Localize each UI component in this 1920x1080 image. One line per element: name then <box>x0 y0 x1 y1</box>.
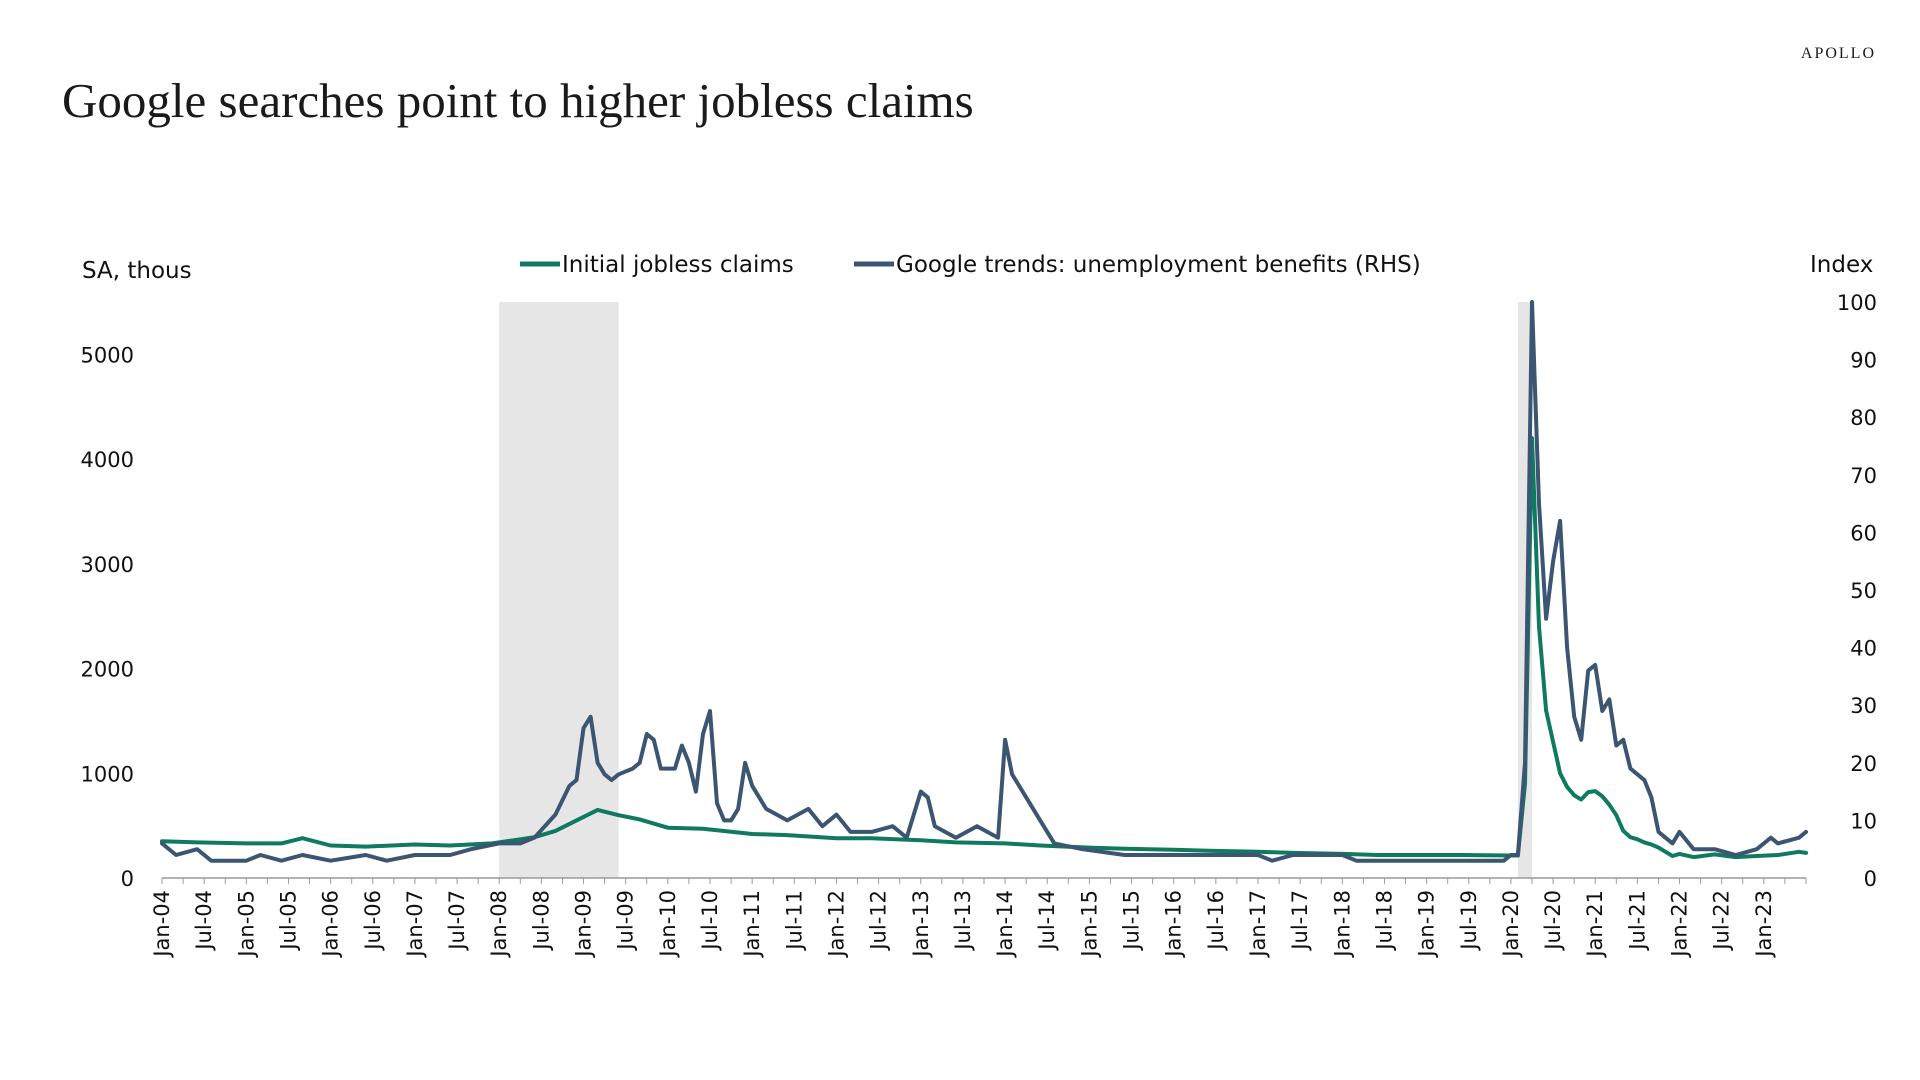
left-tick-label: 0 <box>121 867 134 891</box>
x-tick-label: Jan-12 <box>824 890 848 959</box>
chart-title: Google searches point to higher jobless … <box>62 73 974 128</box>
x-tick-label: Jan-11 <box>740 890 764 959</box>
x-tick-label: Jul-20 <box>1541 890 1565 952</box>
x-tick-label: Jul-08 <box>529 890 553 952</box>
x-tick-label: Jul-05 <box>276 890 300 952</box>
x-tick-label: Jul-16 <box>1204 890 1228 952</box>
x-tick-label: Jul-13 <box>951 890 975 952</box>
x-tick-label: Jan-09 <box>572 890 596 959</box>
x-tick-label: Jan-08 <box>487 890 511 959</box>
recession-band-0 <box>499 302 619 878</box>
x-tick-label: Jul-11 <box>782 890 806 952</box>
x-tick-label: Jan-22 <box>1668 890 1692 959</box>
recession-shading <box>499 302 1532 878</box>
left-tick-label: 4000 <box>81 448 134 472</box>
right-tick-label: 20 <box>1850 752 1877 776</box>
right-tick-label: 60 <box>1850 521 1877 545</box>
x-tick-label: Jan-06 <box>319 890 343 959</box>
x-tick-label: Jan-23 <box>1752 890 1776 959</box>
legend: Initial jobless claims Google trends: un… <box>520 252 1421 278</box>
x-tick-label: Jan-15 <box>1077 890 1101 959</box>
left-axis: 0 1000 2000 3000 4000 5000 <box>81 343 134 891</box>
x-tick-label: Jan-07 <box>403 890 427 959</box>
right-tick-label: 70 <box>1850 464 1877 488</box>
right-tick-label: 80 <box>1850 406 1877 430</box>
x-tick-label: Jul-04 <box>192 890 216 952</box>
x-tick-label: Jul-18 <box>1372 890 1396 952</box>
legend-label-claims: Initial jobless claims <box>562 252 794 278</box>
x-tick-label: Jul-10 <box>698 890 722 952</box>
x-tick-label: Jul-14 <box>1035 890 1059 952</box>
x-tick-label: Jul-17 <box>1288 890 1312 952</box>
x-tick-label: Jul-06 <box>361 890 385 952</box>
series-lines <box>160 300 1808 863</box>
x-tick-label: Jul-21 <box>1625 890 1649 952</box>
right-tick-label: 10 <box>1850 809 1877 833</box>
right-axis-label: Index <box>1810 252 1873 278</box>
left-tick-label: 2000 <box>81 658 134 682</box>
right-axis: 0 10 20 30 40 50 60 70 80 90 100 <box>1837 291 1877 891</box>
x-tick-label: Jul-12 <box>867 890 891 952</box>
x-tick-label: Jan-13 <box>909 890 933 959</box>
right-tick-label: 40 <box>1850 637 1877 661</box>
right-tick-label: 0 <box>1864 867 1877 891</box>
x-tick-label: Jan-16 <box>1162 890 1186 959</box>
x-tick-label: Jan-19 <box>1415 890 1439 959</box>
x-tick-label: Jan-21 <box>1583 890 1607 959</box>
series-line-initial-jobless-claims <box>160 436 1808 860</box>
x-axis: Jan-04 Jul-04 Jan-05 Jul-05 Jan-06 Jul-06 Jan-… <box>150 877 1807 959</box>
x-tick-label: Jan-20 <box>1499 890 1523 959</box>
left-tick-label: 3000 <box>81 553 134 577</box>
brand-logo: APOLLO <box>1800 45 1876 62</box>
x-tick-label: Jan-17 <box>1246 890 1270 959</box>
right-tick-label: 30 <box>1850 694 1877 718</box>
left-tick-label: 5000 <box>81 343 134 367</box>
x-tick-label: Jul-19 <box>1457 890 1481 952</box>
left-axis-label: SA, thous <box>82 258 192 284</box>
x-tick-label: Jan-10 <box>656 890 680 959</box>
legend-label-google: Google trends: unemployment benefits (RH… <box>896 252 1421 278</box>
right-tick-label: 100 <box>1837 291 1877 315</box>
right-tick-label: 50 <box>1850 579 1877 603</box>
series-line-google-trends <box>160 300 1808 863</box>
x-tick-label: Jan-05 <box>234 890 258 959</box>
x-tick-label: Jul-07 <box>445 890 469 952</box>
right-tick-label: 90 <box>1850 349 1877 373</box>
x-tick-label: Jan-04 <box>150 890 174 959</box>
x-tick-label: Jul-22 <box>1710 890 1734 952</box>
left-tick-label: 1000 <box>81 762 134 786</box>
x-tick-label: Jul-09 <box>614 890 638 952</box>
x-tick-label: Jul-15 <box>1120 890 1144 952</box>
x-tick-label: Jan-18 <box>1330 890 1354 959</box>
x-tick-label: Jan-14 <box>993 890 1017 959</box>
